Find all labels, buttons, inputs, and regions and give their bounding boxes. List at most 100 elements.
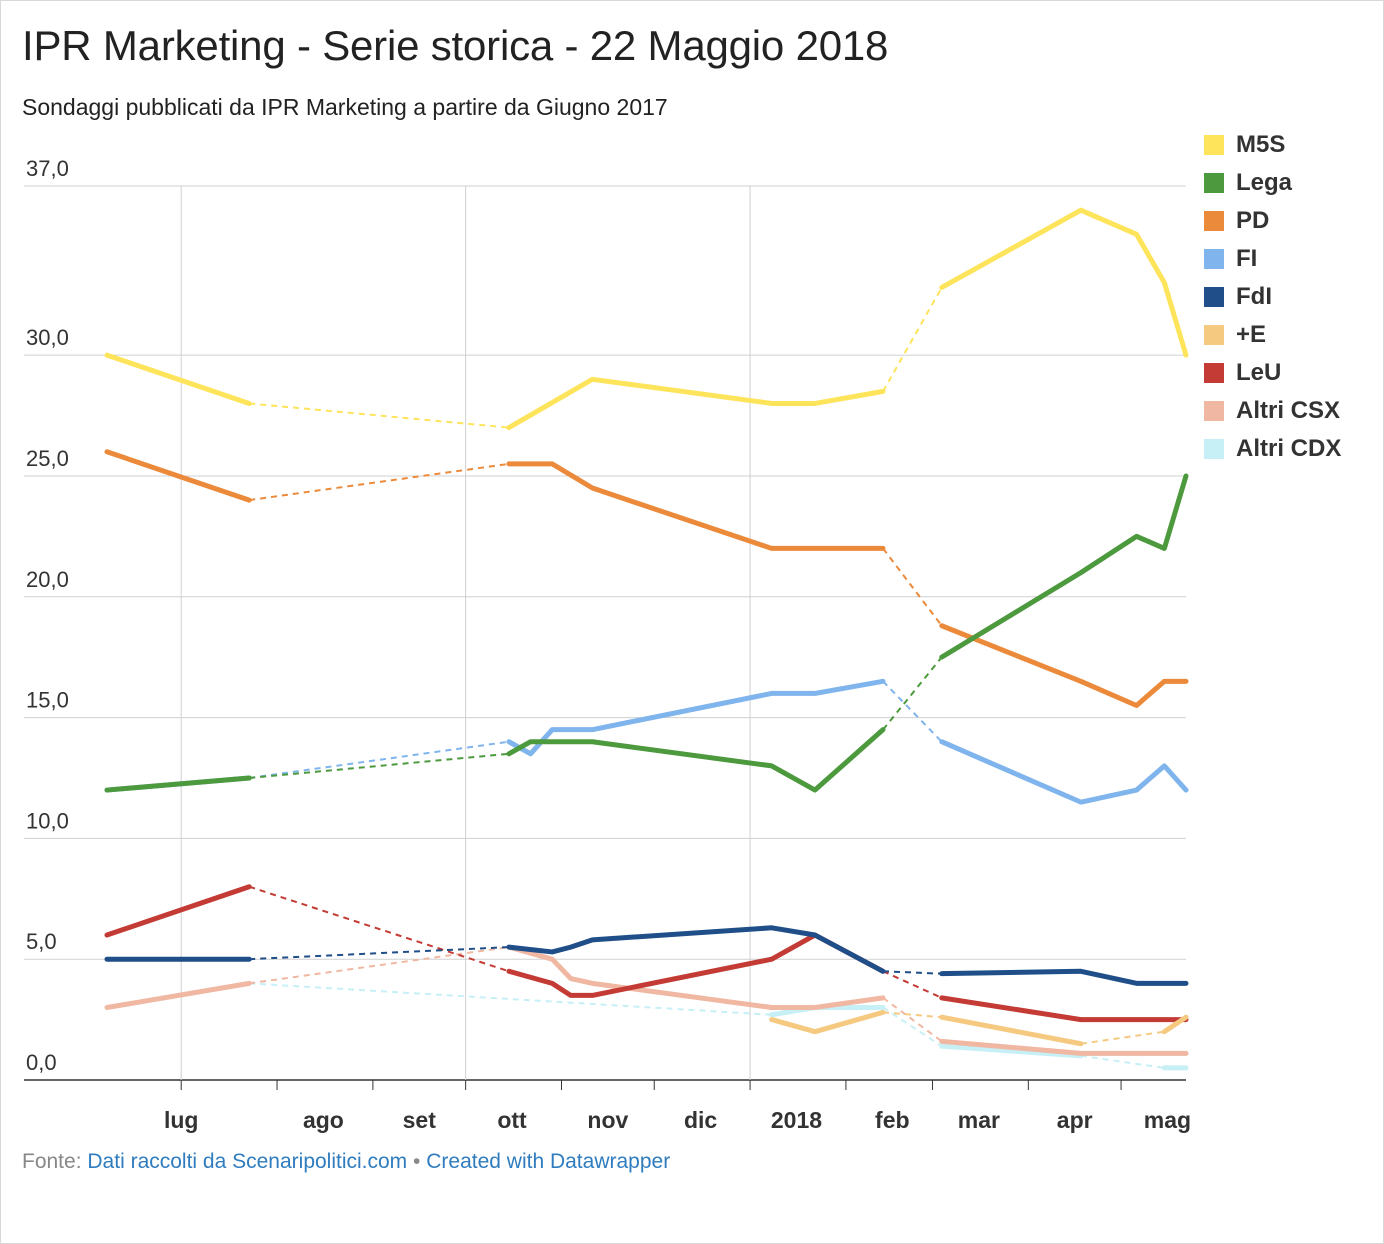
series-fi bbox=[104, 678, 1189, 805]
series-line-segment bbox=[939, 739, 1189, 805]
series-line-segment bbox=[506, 376, 886, 431]
source-link[interactable]: Dati raccolti da Scenaripolitici.com bbox=[87, 1150, 408, 1173]
series-line-segment bbox=[939, 1038, 1189, 1056]
legend-label: Altri CSX bbox=[1236, 397, 1341, 424]
series-lines bbox=[104, 207, 1189, 1071]
series-line-segment bbox=[506, 727, 886, 793]
x-tick-label: dic bbox=[684, 1107, 717, 1133]
series-line-segment bbox=[104, 449, 252, 503]
x-tick-label: 2018 bbox=[771, 1107, 822, 1133]
legend-label: Altri CDX bbox=[1236, 435, 1342, 462]
series-line-segment bbox=[939, 1014, 1084, 1047]
x-axis-labels: lug ago set ott nov dic 2018 feb mar apr mag bbox=[164, 1080, 1191, 1133]
y-tick-label: 10,0 bbox=[26, 808, 69, 833]
series-line-segment bbox=[104, 980, 252, 1011]
y-tick-label: 15,0 bbox=[26, 688, 69, 713]
y-tick-label: 20,0 bbox=[26, 567, 69, 592]
series-line-segment bbox=[506, 678, 886, 757]
legend-label: +E bbox=[1236, 321, 1267, 348]
series-gap-dashed bbox=[882, 970, 943, 999]
series-gap-dashed bbox=[1080, 1054, 1165, 1069]
legend-swatch bbox=[1204, 439, 1224, 459]
footer-separator: • bbox=[413, 1150, 421, 1173]
series-m5s bbox=[104, 207, 1189, 431]
x-tick-label: apr bbox=[1057, 1107, 1093, 1133]
series-pd bbox=[104, 449, 1189, 708]
series-gap-dashed bbox=[249, 402, 510, 429]
y-tick-label: 25,0 bbox=[26, 446, 69, 471]
series-line-segment bbox=[104, 884, 252, 938]
series-gap-dashed bbox=[248, 885, 510, 973]
y-axis-labels: 0,0 5,0 10,0 15,0 20,0 25,0 30,0 37,0 bbox=[26, 156, 69, 1075]
series-gap-dashed bbox=[249, 462, 510, 502]
series-e bbox=[769, 1009, 1189, 1047]
legend-item-fdi: FdI bbox=[1204, 278, 1341, 316]
legend-item-e: +E bbox=[1204, 316, 1341, 354]
gridlines bbox=[24, 185, 1186, 1081]
series-gap-dashed bbox=[882, 680, 943, 743]
chart-title: IPR Marketing - Serie storica - 22 Maggi… bbox=[22, 22, 889, 69]
legend-label: LeU bbox=[1236, 359, 1282, 386]
series-gap-dashed bbox=[249, 946, 510, 985]
legend-swatch bbox=[1204, 287, 1224, 307]
series-line-segment bbox=[769, 1009, 886, 1035]
series-gap-dashed bbox=[1080, 1030, 1165, 1045]
series-lega bbox=[104, 473, 1189, 793]
series-gap-dashed bbox=[882, 997, 943, 1043]
legend-swatch bbox=[1204, 325, 1224, 345]
legend-label: FdI bbox=[1236, 283, 1272, 310]
series-line-segment bbox=[104, 775, 252, 793]
y-tick-label: 0,0 bbox=[26, 1050, 57, 1075]
legend-item-lega: Lega bbox=[1204, 164, 1341, 202]
chart-subtitle: Sondaggi pubblicati da IPR Marketing a p… bbox=[22, 94, 668, 120]
series-line-segment bbox=[506, 925, 886, 974]
legend-swatch bbox=[1204, 211, 1224, 231]
series-line-segment bbox=[104, 352, 252, 406]
datawrapper-link[interactable]: Created with Datawrapper bbox=[426, 1150, 671, 1173]
legend-label: PD bbox=[1236, 207, 1270, 234]
legend: M5S Lega PD FI FdI +E LeU Altri CSX Altri CDX bbox=[1204, 126, 1341, 468]
series-gap-dashed bbox=[882, 1006, 943, 1048]
x-tick-label: lug bbox=[164, 1107, 199, 1133]
x-tick-label: feb bbox=[875, 1107, 910, 1133]
series-line-segment bbox=[1161, 1014, 1189, 1035]
series-gap-dashed bbox=[882, 1011, 942, 1019]
footer-prefix: Fonte: bbox=[22, 1150, 82, 1173]
x-tick-label: set bbox=[403, 1107, 437, 1133]
series-gap-dashed bbox=[882, 547, 943, 627]
legend-item-m5s: M5S bbox=[1204, 126, 1341, 164]
legend-label: Lega bbox=[1236, 169, 1293, 196]
series-leu bbox=[104, 884, 1189, 1023]
legend-item-leu: LeU bbox=[1204, 354, 1341, 392]
y-tick-label: 30,0 bbox=[26, 325, 69, 350]
series-gap-dashed bbox=[249, 740, 510, 779]
legend-item-altri-csx: Altri CSX bbox=[1204, 392, 1341, 430]
series-fdi bbox=[104, 925, 1189, 986]
legend-item-fi: FI bbox=[1204, 240, 1341, 278]
series-gap-dashed bbox=[882, 286, 943, 392]
legend-swatch bbox=[1204, 249, 1224, 269]
footer: Fonte: Dati raccolti da Scenaripolitici.… bbox=[22, 1150, 670, 1174]
legend-swatch bbox=[1204, 135, 1224, 155]
y-tick-label: 37,0 bbox=[26, 156, 69, 181]
series-line-segment bbox=[506, 461, 886, 551]
x-tick-label: ott bbox=[497, 1107, 527, 1133]
series-line-segment bbox=[939, 968, 1189, 986]
legend-item-pd: PD bbox=[1204, 202, 1341, 240]
series-line-segment bbox=[939, 207, 1189, 358]
legend-label: FI bbox=[1236, 245, 1258, 272]
series-line-segment bbox=[939, 1043, 1084, 1059]
series-gap-dashed bbox=[882, 656, 943, 731]
x-tick-label: ago bbox=[303, 1107, 344, 1133]
legend-swatch bbox=[1204, 401, 1224, 421]
x-tick-label: mar bbox=[958, 1107, 1000, 1133]
series-gap-dashed bbox=[882, 970, 942, 975]
series-line-segment bbox=[939, 473, 1189, 660]
x-tick-label: nov bbox=[587, 1107, 628, 1133]
legend-label: M5S bbox=[1236, 131, 1286, 158]
series-altri-csx bbox=[104, 944, 1189, 1056]
series-line-segment bbox=[506, 944, 886, 1011]
series-line-segment bbox=[939, 995, 1189, 1023]
legend-swatch bbox=[1204, 173, 1224, 193]
